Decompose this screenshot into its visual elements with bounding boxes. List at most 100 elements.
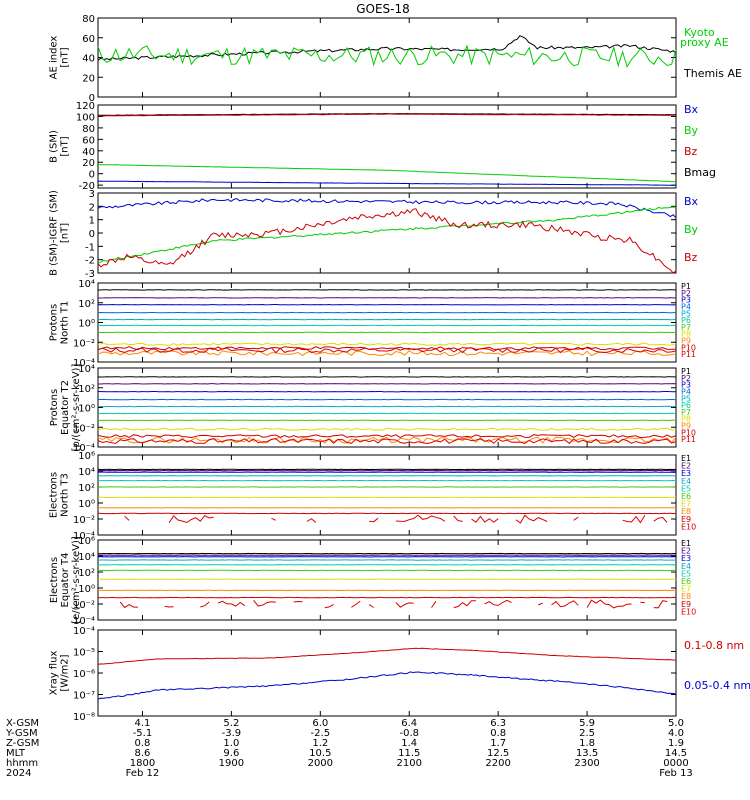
ytick-label-bsm: 40 [82,147,95,158]
series-line-en-9 [125,515,676,523]
ytick-label-en: 10⁶ [78,451,95,462]
panel-frame-xray [97,629,677,717]
xaxis-row-value: -5.1 [133,728,153,739]
legend-pe: P10 [681,428,696,437]
xaxis-row-value: 6.0 [312,718,328,729]
legend-bsm: By [684,124,699,137]
xaxis-row-value: 1.9 [668,738,684,749]
ylabel-pe: Protons [49,389,60,426]
ytick-label-bsm: 0 [89,170,95,181]
ytick-label-ae: 40 [82,54,95,65]
legend-en: E2 [681,462,691,471]
series-line-pe-7 [97,427,677,431]
legend-ee: E2 [681,547,691,556]
legend-pe: P4 [681,387,691,396]
ytick-label-ee: 10⁰ [78,584,95,595]
ytick-label-bdiff: 0 [89,229,95,240]
ytick-label-ae: 0 [89,93,95,104]
legend-bdiff: Bz [684,251,698,264]
ytick-label-ee: 10² [78,568,95,579]
ytick-label-pn: 10⁴ [78,279,95,290]
xaxis-row-value: 2200 [485,758,510,769]
legend-pn: P10 [681,343,696,352]
series-line-bsm-2 [97,164,676,183]
xaxis-row-value: 1.2 [312,738,328,749]
xaxis-row-label: 2024 [6,768,31,779]
xaxis-row-value: -3.9 [222,728,242,739]
ylabel-ae: AE index [49,36,60,80]
series-line-pn-8 [97,350,677,357]
ytick-label-en: 10⁰ [78,499,95,510]
legend-pe: P3 [681,381,691,390]
legend-en: E1 [681,454,691,463]
legend-pn: P8 [681,330,691,339]
series-line-pn-7 [97,342,677,346]
xaxis-row-value: 1800 [130,758,155,769]
xaxis-row-label: Y-GSM [5,728,38,739]
legend-xray: 0.1-0.8 nm [684,639,744,652]
legend-pe: P7 [681,408,691,417]
ylabel-pn: North T1 [60,301,71,345]
xaxis-row-value: 0000 [663,758,688,769]
ytick-label-ee: 10⁻² [73,600,95,611]
xaxis-row-value: 10.5 [309,748,331,759]
xaxis-row-value: 12.5 [487,748,509,759]
legend-pe: P1 [681,367,691,376]
ylabel-bsm: [nT] [60,136,71,156]
xaxis-row-label: X-GSM [6,718,39,729]
xaxis-row-value: Feb 13 [659,768,693,779]
legend-bsm: Bx [684,103,699,116]
ylabel-en: North T3 [60,473,71,517]
legend-pe: P11 [681,435,696,444]
legend-pe: P5 [681,394,691,403]
series-line-pe-10 [97,438,677,445]
ylabel-bdiff: B (SM)-IGRF (SM) [49,190,60,276]
series-line-xray-0 [97,647,677,665]
legend-pn: P2 [681,289,691,298]
panel-frame-bsm [97,104,677,189]
ytick-label-pn: 10⁻² [73,338,95,349]
xaxis-row-value: 4.0 [668,728,684,739]
ytick-label-bsm: 100 [76,112,95,123]
xaxis-row-value: 2100 [397,758,422,769]
ylabel-en: Electrons [49,472,60,518]
legend-pn: P11 [681,350,696,359]
legend-en: E8 [681,507,691,516]
ytick-label-pe: 10⁻⁴ [73,443,95,454]
legend-ee: E4 [681,562,691,571]
xaxis-row-value: 13.5 [576,748,598,759]
xaxis-row-value: 2.5 [579,728,595,739]
legend-pe: P2 [681,374,691,383]
panel-frame-pn [97,282,677,363]
ytick-label-xray: 10⁻⁴ [73,626,95,637]
series-line-bdiff-1 [97,206,677,264]
legend-pe: P8 [681,415,691,424]
ytick-label-xray: 10⁻⁶ [73,669,95,680]
ytick-label-pe: 10⁻² [73,423,95,434]
xaxis-row-value: 9.6 [223,748,239,759]
xaxis-row-value: 1.7 [490,738,506,749]
legend-en: E7 [681,500,691,509]
ytick-label-bdiff: -3 [85,269,95,280]
legend-pn: P3 [681,296,691,305]
xaxis-row-value: 6.4 [401,718,417,729]
xaxis-row-label: MLT [6,748,26,759]
series-line-bsm-1 [97,113,676,117]
ytick-label-bsm: 20 [82,158,95,169]
legend-ae: proxy AE [680,36,729,49]
xaxis-row-value: 0.8 [490,728,506,739]
ytick-label-pn: 10⁻⁴ [73,358,95,369]
legend-ee: E9 [681,600,691,609]
series-line-bsm-3 [97,180,677,186]
ytick-label-en: 10² [78,483,95,494]
legend-ae: Kyoto [684,26,715,39]
legend-en: E3 [681,469,691,478]
ytick-label-bdiff: 1 [89,216,95,227]
series-line-pe-9 [97,434,677,439]
legend-en: E10 [681,522,696,531]
xaxis-row-value: 5.0 [668,718,684,729]
ylabel-pe: [p/(cm²-s-sr-keV)] [71,364,82,452]
ylabel-pe: Equator T2 [60,380,71,435]
ylabel-pn: Protons [49,304,60,341]
